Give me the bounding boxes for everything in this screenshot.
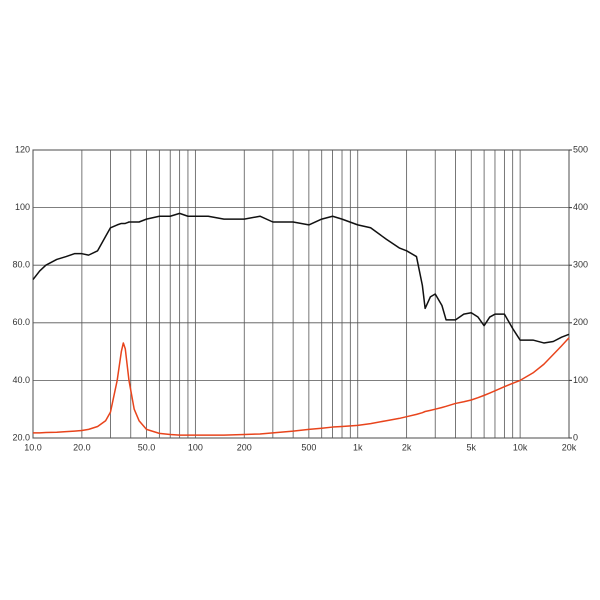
y2-tick-label: 0 <box>573 432 578 442</box>
x-tick-label: 100 <box>188 442 203 452</box>
y2-tick-label: 100 <box>573 375 588 385</box>
y2-tick-label: 200 <box>573 317 588 327</box>
y-tick-label: 20.0 <box>12 432 30 442</box>
x-tick-label: 1k <box>353 442 363 452</box>
y2-tick-label: 500 <box>573 144 588 154</box>
x-tick-label: 10.0 <box>24 442 42 452</box>
x-tick-label: 500 <box>301 442 316 452</box>
x-tick-label: 20k <box>562 442 577 452</box>
x-tick-label: 5k <box>466 442 476 452</box>
y-tick-label: 60.0 <box>12 317 30 327</box>
x-tick-label: 2k <box>402 442 412 452</box>
x-tick-label: 10k <box>513 442 528 452</box>
y-tick-label: 100 <box>15 202 30 212</box>
x-tick-label: 50.0 <box>138 442 156 452</box>
y2-tick-label: 400 <box>573 202 588 212</box>
y2-tick-label: 300 <box>573 260 588 270</box>
y-tick-label: 40.0 <box>12 375 30 385</box>
series-line <box>33 337 570 436</box>
y-tick-label: 80.0 <box>12 260 30 270</box>
y-tick-label: 120 <box>15 144 30 154</box>
x-tick-label: 20.0 <box>73 442 91 452</box>
series-line <box>32 212 570 344</box>
x-tick-label: 200 <box>237 442 252 452</box>
